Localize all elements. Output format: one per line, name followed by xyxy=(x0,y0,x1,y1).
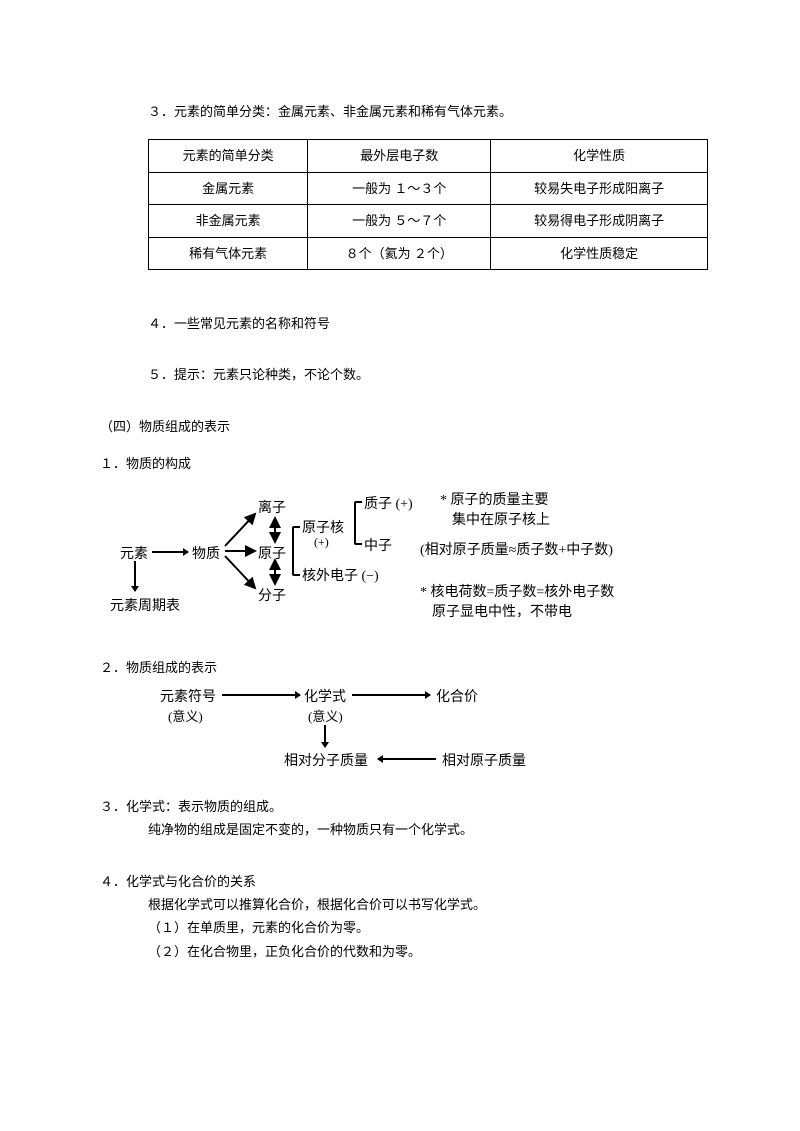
th-class: 元素的简单分类 xyxy=(149,140,308,172)
bracket-icon xyxy=(354,501,356,545)
node-molecule: 分子 xyxy=(258,584,286,609)
heading-section-4: （四）物质组成的表示 xyxy=(100,415,700,438)
node-electron: 核外电子 (−) xyxy=(302,564,379,589)
para-4-4: ４．化学式与化合价的关系 xyxy=(100,870,700,893)
para-4-3b: 纯净物的组成是固定不变的，一种物质只有一个化学式。 xyxy=(148,818,700,841)
para-4: ４．一些常见元素的名称和符号 xyxy=(148,312,700,335)
node-rel-atom-mass: 相对原子质量 xyxy=(442,749,526,774)
node-atom: 原子 xyxy=(258,542,286,567)
para-4-2: ２．物质组成的表示 xyxy=(100,656,700,679)
arrow-icon xyxy=(324,725,326,747)
node-ion: 离子 xyxy=(258,496,286,521)
representation-diagram: 元素符号 (意义) 化学式 (意义) 化合价 相对分子质量 相对原子质量 xyxy=(160,685,660,775)
table-row: 元素的简单分类 最外层电子数 化学性质 xyxy=(149,140,708,172)
note-mass-2: (相对原子质量≈质子数+中子数) xyxy=(420,538,613,563)
para-4-4b: （１）在单质里，元素的化合价为零。 xyxy=(148,916,700,939)
note-mass-1b: 集中在原子核上 xyxy=(452,508,550,533)
arrow-icon xyxy=(152,551,188,553)
para-4-1: １．物质的构成 xyxy=(100,452,700,475)
bracket-icon xyxy=(292,526,294,576)
node-proton: 质子 (+) xyxy=(364,492,413,517)
th-electrons: 最外层电子数 xyxy=(308,140,491,172)
table-row: 金属元素 一般为 １～３个 较易失电子形成阳离子 xyxy=(149,172,708,204)
document-page: ３．元素的简单分类：金属元素、非金属元素和稀有气体元素。 元素的简单分类 最外层… xyxy=(0,0,800,1023)
node-matter: 物质 xyxy=(192,542,220,567)
th-property: 化学性质 xyxy=(491,140,708,172)
node-valence: 化合价 xyxy=(436,685,478,710)
table-row: 非金属元素 一般为 ５～７个 较易得电子形成阴离子 xyxy=(149,205,708,237)
arrow-icon xyxy=(352,694,430,696)
node-neutron: 中子 xyxy=(364,534,392,559)
element-classification-table: 元素的简单分类 最外层电子数 化学性质 金属元素 一般为 １～３个 较易失电子形… xyxy=(148,139,708,270)
arrow-icon xyxy=(134,561,136,591)
node-nucleus-sign: (+) xyxy=(314,532,329,554)
node-meaning-1: (意义) xyxy=(168,705,203,728)
node-periodic-table: 元素周期表 xyxy=(110,594,180,619)
para-4-4a: 根据化学式可以推算化合价，根据化合价可以书写化学式。 xyxy=(148,893,700,916)
para-4-3: ３．化学式：表示物质的组成。 xyxy=(100,795,700,818)
arrow-icon xyxy=(222,694,300,696)
para-4-4c: （２）在化合物里，正负化合价的代数和为零。 xyxy=(148,940,700,963)
arrow-icon xyxy=(378,758,436,760)
para-5: ５．提示：元素只论种类，不论个数。 xyxy=(148,363,700,386)
para-3: ３．元素的简单分类：金属元素、非金属元素和稀有气体元素。 xyxy=(148,100,700,123)
note-charge-b: 原子显电中性，不带电 xyxy=(432,600,572,625)
structure-diagram: 元素 物质 离子 原子 分子 xyxy=(120,486,720,636)
table-row: 稀有气体元素 ８个（氦为 ２个） 化学性质稳定 xyxy=(149,237,708,269)
node-rel-mol-mass: 相对分子质量 xyxy=(284,749,368,774)
